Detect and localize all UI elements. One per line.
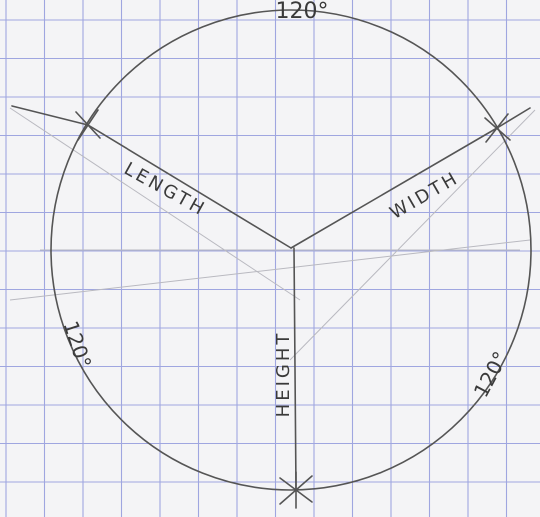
top-angle-label: 120° bbox=[276, 0, 329, 24]
sketch: 120° LENGTH WIDTH HEIGHT 120° 120° bbox=[0, 0, 540, 517]
page: 120° LENGTH WIDTH HEIGHT 120° 120° (() =… bbox=[0, 0, 540, 517]
height-label: HEIGHT bbox=[273, 331, 294, 418]
